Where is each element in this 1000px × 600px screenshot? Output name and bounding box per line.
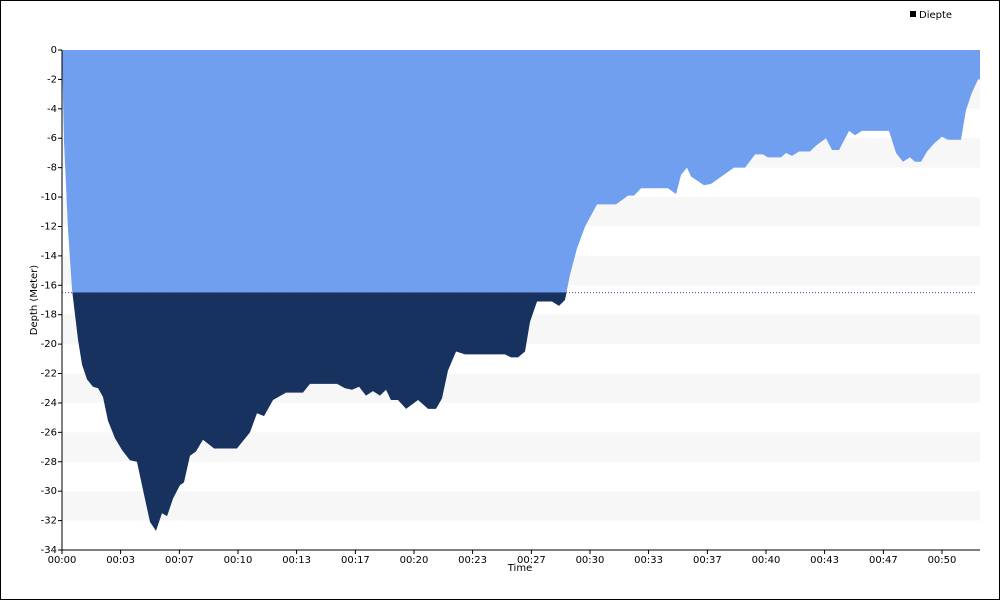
legend-swatch	[910, 11, 916, 17]
y-tick-label: -20	[41, 339, 57, 350]
x-axis-label: Time	[507, 563, 532, 574]
x-tick-label: 00:37	[693, 555, 722, 566]
x-tick-label: 00:27	[517, 555, 546, 566]
x-tick-label: 00:47	[869, 555, 898, 566]
grid-band	[62, 491, 980, 521]
y-tick-label: -6	[47, 133, 57, 144]
x-tick-label: 00:50	[928, 555, 957, 566]
x-tick-label: 00:17	[341, 555, 370, 566]
x-tick-label: 00:13	[282, 555, 311, 566]
y-tick-label: -22	[41, 369, 57, 380]
y-tick-label: -24	[41, 398, 57, 409]
y-tick-label: -12	[41, 221, 57, 232]
x-tick-label: 00:30	[576, 555, 605, 566]
x-tick-label: 00:00	[48, 555, 77, 566]
y-tick-label: -28	[41, 457, 57, 468]
y-tick-label: 0	[51, 45, 57, 56]
y-axis-label: Depth (Meter)	[29, 265, 40, 336]
y-tick-label: -4	[47, 104, 57, 115]
x-tick-label: 00:40	[752, 555, 781, 566]
x-tick-label: 00:23	[458, 555, 487, 566]
y-tick-label: -10	[41, 192, 57, 203]
legend-label: Diepte	[919, 10, 952, 21]
x-tick-label: 00:43	[810, 555, 839, 566]
y-tick-label: -14	[41, 251, 57, 262]
y-tick-label: -18	[41, 310, 57, 321]
y-tick-label: -16	[41, 280, 57, 291]
x-tick-label: 00:20	[400, 555, 429, 566]
y-tick-label: -8	[47, 163, 57, 174]
y-tick-label: -26	[41, 427, 57, 438]
y-tick-label: -32	[41, 516, 57, 527]
y-tick-label: -2	[47, 74, 57, 85]
area	[62, 50, 980, 531]
x-tick-label: 00:07	[165, 555, 194, 566]
y-tick-label: -30	[41, 486, 57, 497]
x-tick-label: 00:33	[634, 555, 663, 566]
x-tick-label: 00:10	[224, 555, 253, 566]
y-tick-label: -34	[41, 545, 57, 556]
x-tick-label: 00:03	[106, 555, 135, 566]
